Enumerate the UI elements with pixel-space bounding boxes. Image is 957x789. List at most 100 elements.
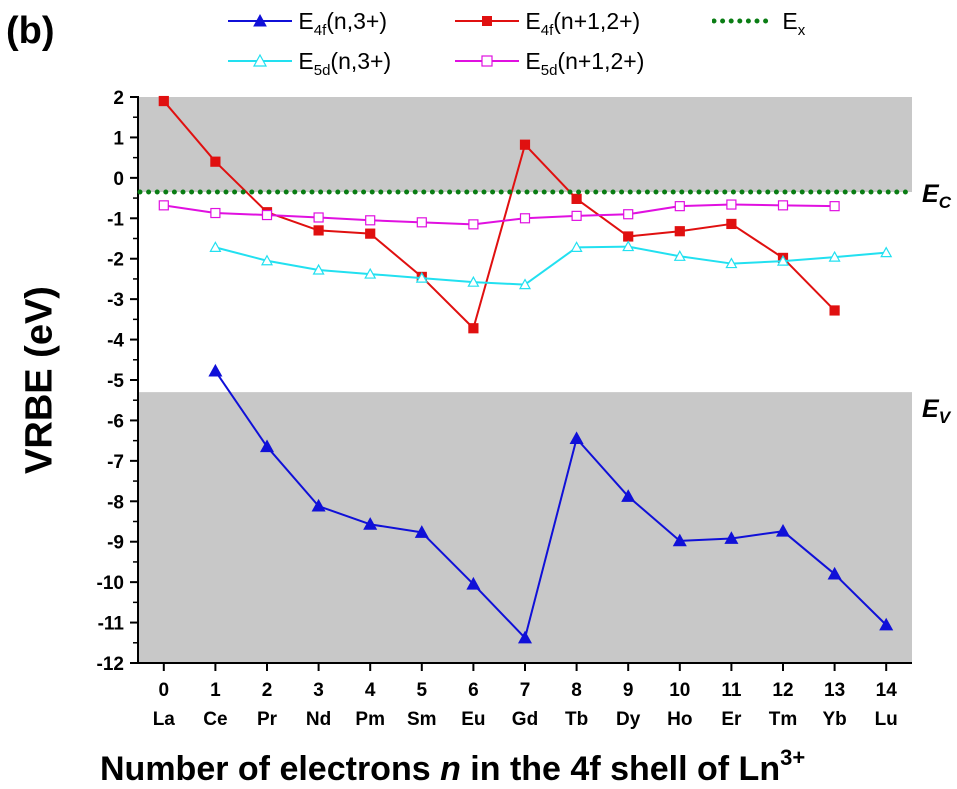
series-segment <box>473 281 526 286</box>
legend-label-sub: 5d <box>313 62 331 79</box>
data-point <box>777 200 789 211</box>
y-tick-label: -8 <box>107 492 124 513</box>
legend-label-main: E <box>782 8 798 34</box>
legend-label-sub: 4f <box>540 22 554 39</box>
legend-label-main: E <box>525 48 541 74</box>
data-point <box>829 305 840 316</box>
element-label: Yb <box>822 709 846 730</box>
band-label-main: E <box>922 180 939 208</box>
legend-e4f-3plus: E4f(n,3+) <box>228 8 387 39</box>
data-point <box>724 531 739 544</box>
data-point <box>725 257 738 269</box>
x-label-italic: n <box>440 750 461 788</box>
data-point <box>311 498 326 512</box>
y-tick-label: -7 <box>107 452 124 473</box>
legend-marker-ex <box>711 18 777 24</box>
y-axis-label: VRBE (eV) <box>18 286 61 474</box>
series-segment <box>576 245 629 249</box>
series-segment <box>628 230 680 238</box>
element-label: Pr <box>257 709 278 730</box>
data-point <box>416 217 427 228</box>
data-point <box>519 213 531 224</box>
band-label-sub: V <box>938 408 951 427</box>
x-label-part: Number of electrons <box>100 750 441 788</box>
data-point <box>880 246 893 258</box>
x-tick-label: 11 <box>721 680 742 701</box>
data-point <box>674 226 685 237</box>
series-segment <box>524 246 578 286</box>
series-segment <box>421 531 475 585</box>
legend-label-main: E <box>525 8 541 34</box>
series-segment <box>163 204 216 215</box>
y-tick-label: -6 <box>107 411 124 432</box>
x-tick-label: 3 <box>313 680 324 701</box>
legend-label-rest: (n+1,2+) <box>557 48 645 74</box>
series-3 <box>209 240 893 290</box>
data-point <box>312 263 325 275</box>
legend-label-rest: (n,3+) <box>326 8 387 34</box>
element-label: Tb <box>565 709 588 730</box>
series-segment <box>782 256 835 263</box>
data-point <box>879 617 894 631</box>
legend-label-sub: 5d <box>540 62 558 79</box>
data-point <box>414 525 429 538</box>
data-point <box>208 363 223 377</box>
series-segment <box>628 205 680 216</box>
series-segment <box>370 273 422 280</box>
series-segment <box>679 222 732 233</box>
data-point <box>209 241 222 252</box>
x-tick-label: 5 <box>417 680 428 701</box>
band-label-main: E <box>922 395 939 423</box>
y-tick-label: -12 <box>97 654 124 675</box>
x-label-part: in the 4f shell of Ln <box>460 750 781 788</box>
series-4 <box>158 199 840 230</box>
y-tick-label: -2 <box>107 250 124 271</box>
data-point <box>621 489 636 502</box>
data-point <box>313 225 324 236</box>
y-tick-label: 2 <box>113 88 124 109</box>
data-point <box>363 517 378 530</box>
legend-label-main: E <box>298 48 314 74</box>
x-tick-label: 12 <box>772 680 793 701</box>
series-segment <box>472 144 526 329</box>
data-point <box>364 267 377 279</box>
band-label-sub: C <box>938 193 951 212</box>
legend-marker-e4f-2plus <box>455 16 519 26</box>
element-label: La <box>153 709 176 730</box>
element-label: Gd <box>512 709 538 730</box>
conduction-band-label: EC <box>922 180 951 213</box>
series-segment <box>679 203 732 208</box>
series-segment <box>369 232 423 278</box>
data-point <box>259 439 275 453</box>
data-point <box>468 219 479 230</box>
data-point <box>518 278 532 290</box>
legend-label-rest: (n,3+) <box>330 48 392 74</box>
element-label: Tm <box>769 709 798 730</box>
y-tick-label: -3 <box>107 290 124 311</box>
element-label: Lu <box>875 709 898 730</box>
data-point <box>365 215 376 226</box>
data-point <box>260 254 274 266</box>
series-segment <box>472 583 526 639</box>
data-point <box>468 323 479 334</box>
series-segment <box>215 246 268 262</box>
x-tick-label: 7 <box>520 680 531 701</box>
legend-label-main: E <box>298 8 314 34</box>
series-segment <box>214 370 268 448</box>
data-point <box>517 630 533 644</box>
series-segment <box>576 213 629 217</box>
legend-e5d-2plus: E5d(n+1,2+) <box>455 48 644 79</box>
series-segment <box>627 495 681 542</box>
data-point <box>415 271 428 283</box>
element-label: Nd <box>306 709 331 730</box>
legend-marker-e5d-2plus <box>455 55 519 67</box>
series-segment <box>318 269 371 276</box>
data-point <box>726 218 737 230</box>
element-label: Pm <box>355 709 385 730</box>
y-tick-label: -1 <box>107 209 124 230</box>
x-label-superscript: 3+ <box>780 745 806 770</box>
x-tick-label: 1 <box>210 680 221 701</box>
data-point <box>827 566 842 580</box>
data-point <box>210 156 221 167</box>
